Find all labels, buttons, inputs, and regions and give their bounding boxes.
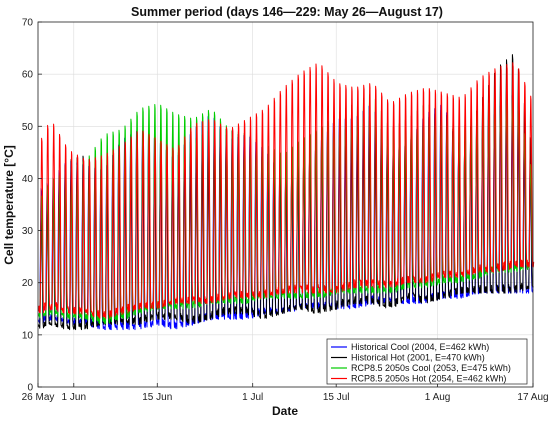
x-tick-label: 1 Jul xyxy=(242,392,263,403)
legend-entry: RCP8.5 2050s Hot (2054, E=462 kWh) xyxy=(351,374,506,384)
legend-entry: RCP8.5 2050s Cool (2053, E=475 kWh) xyxy=(351,363,511,373)
x-tick-label: 15 Jun xyxy=(142,392,172,403)
y-tick-label: 20 xyxy=(22,278,34,289)
x-tick-label: 1 Jun xyxy=(62,392,86,403)
legend: Historical Cool (2004, E=462 kWh)Histori… xyxy=(327,339,527,384)
y-tick-label: 50 xyxy=(22,122,34,133)
x-tick-label: 1 Aug xyxy=(425,392,451,403)
y-tick-label: 30 xyxy=(22,226,34,237)
legend-entry: Historical Cool (2004, E=462 kWh) xyxy=(351,342,489,352)
y-tick-label: 10 xyxy=(22,330,34,341)
x-tick-label: 17 Aug xyxy=(517,392,548,403)
x-tick-label: 26 May xyxy=(22,392,55,403)
y-axis-label: Cell temperature [°C] xyxy=(2,145,16,265)
y-tick-label: 70 xyxy=(22,18,34,29)
y-tick-label: 40 xyxy=(22,174,34,185)
x-axis-label: Date xyxy=(272,404,298,418)
chart-title: Summer period (days 146—229: May 26—Augu… xyxy=(131,5,443,19)
y-tick-label: 60 xyxy=(22,70,34,81)
x-tick-label: 15 Jul xyxy=(323,392,350,403)
legend-entry: Historical Hot (2001, E=470 kWh) xyxy=(351,353,485,363)
